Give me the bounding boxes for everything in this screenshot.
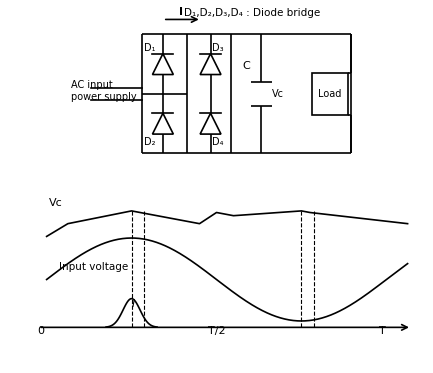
Text: D₁,D₂,D₃,D₄ : Diode bridge: D₁,D₂,D₃,D₄ : Diode bridge <box>184 9 320 19</box>
Text: C: C <box>242 60 250 70</box>
Polygon shape <box>152 113 173 134</box>
Text: D₂: D₂ <box>144 137 155 147</box>
Text: D₄: D₄ <box>212 137 223 147</box>
Text: Vᴄ: Vᴄ <box>49 198 62 208</box>
Text: I: I <box>132 299 136 308</box>
Bar <box>312 73 348 115</box>
Text: D₁: D₁ <box>144 43 155 53</box>
Text: 0: 0 <box>37 326 44 336</box>
Text: Input voltage: Input voltage <box>59 262 129 272</box>
Text: T/2: T/2 <box>208 326 225 336</box>
Text: T: T <box>379 326 385 336</box>
Polygon shape <box>200 54 221 75</box>
Text: Vᴄ: Vᴄ <box>271 89 284 99</box>
Polygon shape <box>200 113 221 134</box>
Text: Load: Load <box>318 89 341 99</box>
Polygon shape <box>152 54 173 75</box>
Text: I: I <box>179 7 183 17</box>
Text: AC input
power supply: AC input power supply <box>71 80 136 102</box>
Text: D₃: D₃ <box>212 43 224 53</box>
